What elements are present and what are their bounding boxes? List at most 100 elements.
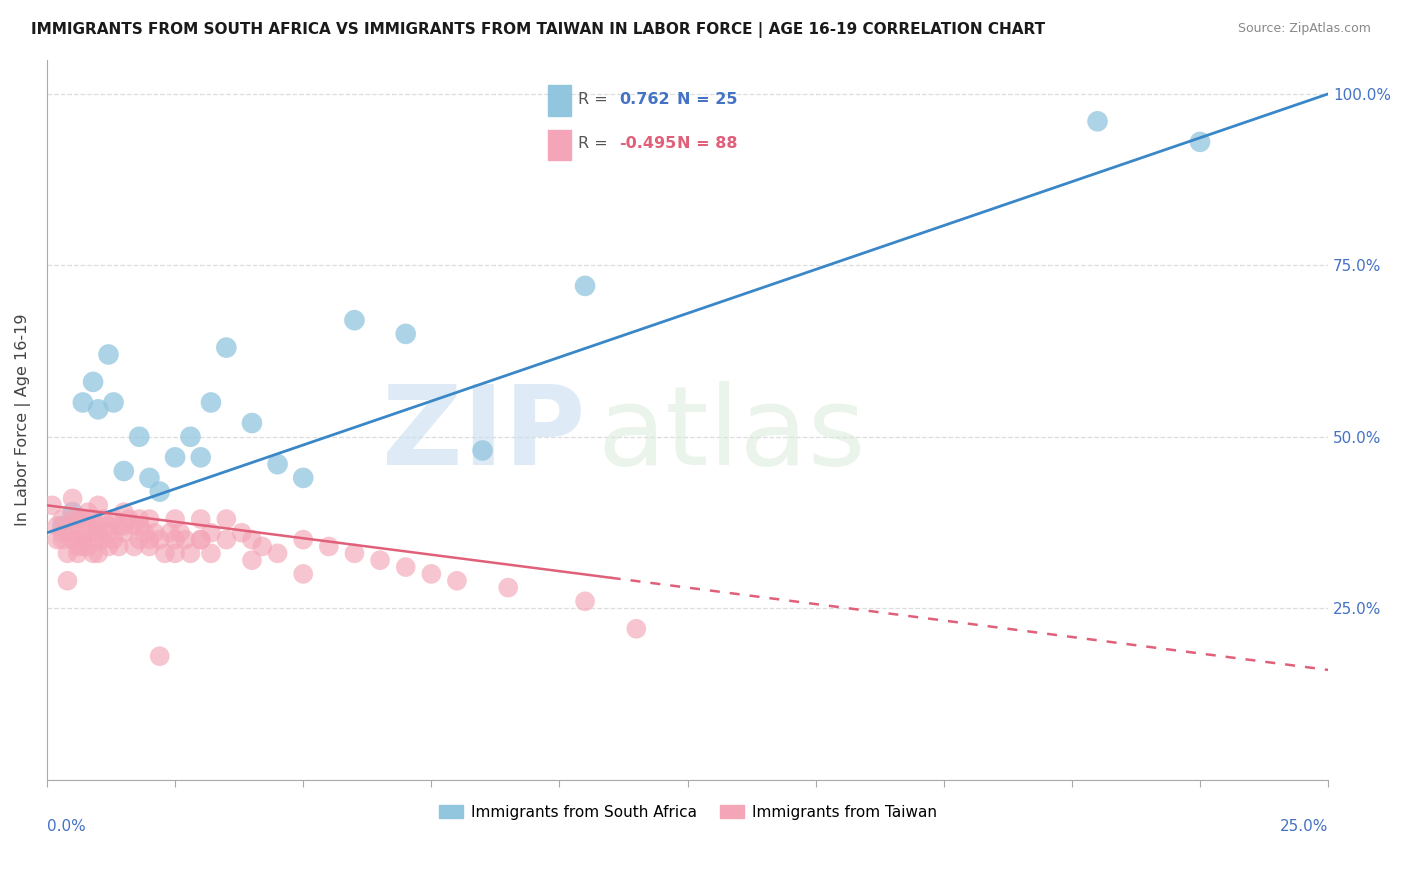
Point [266,457,288,471]
Point [190,512,212,526]
Point [97,519,120,533]
Point [87,525,110,540]
Point [97,525,120,540]
Point [165,533,187,547]
Point [190,533,212,547]
Point [190,533,212,547]
Point [62,533,84,547]
Point [165,546,187,560]
Point [153,546,176,560]
Point [97,347,120,361]
Point [77,540,100,554]
Point [128,430,150,444]
Point [72,533,94,547]
Point [41,499,63,513]
Point [138,533,160,547]
Point [292,471,315,485]
Point [72,525,94,540]
Point [87,533,110,547]
Point [143,525,166,540]
Point [87,519,110,533]
Point [72,512,94,526]
Point [343,546,366,560]
Point [51,519,73,533]
Point [46,519,69,533]
Point [200,525,222,540]
Point [103,395,125,409]
Point [93,533,115,547]
Y-axis label: In Labor Force | Age 16-19: In Labor Force | Age 16-19 [15,313,31,526]
Point [190,450,212,465]
Point [174,533,197,547]
Point [66,533,89,547]
Text: atlas: atlas [598,381,866,488]
Point [138,471,160,485]
Point [496,581,519,595]
Point [240,553,263,567]
Point [1087,114,1109,128]
Text: 0.762: 0.762 [620,92,671,107]
Point [112,464,135,478]
Point [250,540,273,554]
Point [574,279,596,293]
Point [138,512,160,526]
Point [395,560,418,574]
Bar [548,85,571,116]
Point [159,525,181,540]
Point [66,540,89,554]
Point [62,519,84,533]
Point [179,430,201,444]
Point [446,574,468,588]
Point [149,649,172,664]
Point [266,546,288,560]
Text: R =: R = [578,136,613,152]
Point [87,402,110,417]
Point [292,566,315,581]
Point [200,546,222,560]
Point [77,505,100,519]
Point [128,519,150,533]
Point [72,540,94,554]
Point [56,525,79,540]
Point [165,512,187,526]
Text: N = 88: N = 88 [676,136,737,152]
Text: 25.0%: 25.0% [1279,819,1329,834]
Point [51,533,73,547]
Text: -0.495: -0.495 [620,136,676,152]
Point [128,512,150,526]
Point [97,540,120,554]
Point [87,499,110,513]
Point [62,505,84,519]
Point [56,574,79,588]
Point [87,546,110,560]
Legend: Immigrants from South Africa, Immigrants from Taiwan: Immigrants from South Africa, Immigrants… [433,798,942,826]
Point [343,313,366,327]
Point [107,540,129,554]
Point [169,525,191,540]
Point [292,533,315,547]
Point [103,533,125,547]
Point [149,533,172,547]
Point [231,525,253,540]
Point [318,540,340,554]
Point [165,450,187,465]
Point [82,512,104,526]
Point [215,512,238,526]
Point [103,512,125,526]
Point [471,443,494,458]
Point [51,512,73,526]
Point [574,594,596,608]
Text: ZIP: ZIP [381,381,585,488]
Point [51,525,73,540]
Point [62,512,84,526]
Text: N = 25: N = 25 [676,92,737,107]
Point [128,533,150,547]
Point [626,622,648,636]
Point [82,546,104,560]
Text: Source: ZipAtlas.com: Source: ZipAtlas.com [1237,22,1371,36]
Point [82,375,104,389]
Point [215,341,238,355]
Point [1189,135,1212,149]
Point [112,505,135,519]
Point [112,525,135,540]
